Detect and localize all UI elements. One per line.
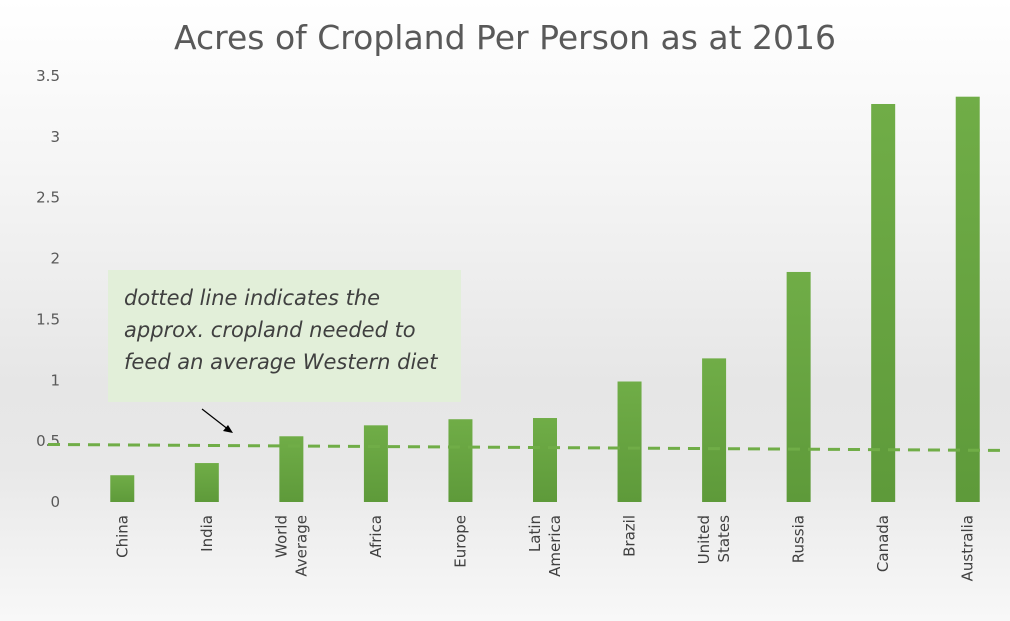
x-category-label: Russia: [790, 515, 808, 563]
bar: [533, 418, 557, 502]
x-category-label: World: [272, 515, 290, 558]
bar: [110, 475, 135, 502]
x-category-label: Average: [292, 515, 310, 577]
x-category-label: Brazil: [621, 515, 639, 557]
bar: [702, 358, 727, 502]
y-tick-label: 1: [50, 371, 60, 389]
annotation-box: dotted line indicates the approx. cropla…: [108, 270, 461, 402]
x-category-label: China: [113, 515, 131, 558]
x-category-label: India: [198, 515, 216, 552]
bar: [955, 96, 980, 502]
x-category-label: Latin: [526, 515, 544, 552]
reference-line-group: [47, 442, 1006, 452]
annotation-arrow: [201, 408, 230, 431]
y-tick-label: 2.5: [36, 189, 60, 207]
y-tick-label: 3.5: [36, 67, 60, 85]
x-category-label: United: [695, 515, 713, 564]
y-tick-label: 3: [50, 128, 60, 146]
x-axis-category-labels: China India World Average Africa Europe Latin A…: [113, 515, 976, 582]
x-category-label: America: [546, 515, 564, 577]
y-tick-label: 0: [50, 493, 60, 511]
annotation-line-3: feed an average Western diet: [124, 350, 438, 374]
x-category-label: Canada: [874, 515, 892, 572]
y-tick-label: 1.5: [36, 310, 60, 328]
x-category-label: Europe: [451, 515, 469, 568]
bar: [786, 271, 811, 502]
chart-title: Acres of Cropland Per Person as at 2016: [173, 18, 837, 57]
bar: [194, 463, 219, 502]
y-axis-tick-labels: 0 0.5 1 1.5 2 2.5 3 3.5: [36, 67, 60, 511]
x-category-label: Australia: [959, 515, 977, 581]
annotation-line-2: approx. cropland needed to: [124, 318, 416, 342]
annotation-line-1: dotted line indicates the: [124, 286, 381, 310]
bars: [110, 96, 980, 502]
reference-line: [47, 442, 1006, 452]
y-tick-label: 0.5: [36, 432, 60, 450]
y-tick-label: 2: [50, 250, 60, 268]
bar: [363, 425, 388, 502]
bar: [617, 381, 642, 502]
x-category-label: States: [715, 515, 733, 563]
x-category-label: Africa: [367, 515, 385, 558]
bar: [871, 103, 896, 502]
annotation-arrowhead: [223, 425, 233, 433]
bar: [448, 419, 473, 502]
